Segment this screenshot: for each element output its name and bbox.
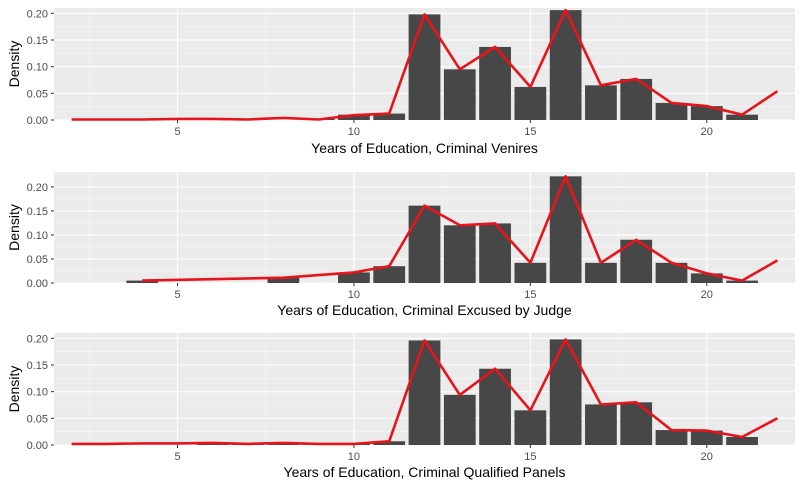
bar-x19 bbox=[655, 102, 688, 120]
x-tick-label: 15 bbox=[524, 126, 536, 138]
x-tick-label: 15 bbox=[524, 451, 536, 463]
y-tick-label: 0.00 bbox=[27, 278, 48, 290]
bar-x20 bbox=[690, 106, 723, 120]
bar-x6 bbox=[196, 443, 229, 445]
bar-x13 bbox=[443, 69, 476, 120]
bar-x15 bbox=[514, 86, 547, 120]
y-tick-label: 0.00 bbox=[27, 440, 48, 452]
x-axis-title: Years of Education, Criminal Excused by … bbox=[277, 302, 572, 318]
x-axis-title: Years of Education, Criminal Venires bbox=[311, 140, 538, 156]
bar-x11 bbox=[373, 266, 406, 283]
x-tick-label: 10 bbox=[348, 126, 360, 138]
y-tick-label: 0.00 bbox=[27, 115, 48, 127]
bar-x21 bbox=[726, 437, 758, 445]
bar-x20 bbox=[690, 273, 723, 283]
bar-x10 bbox=[338, 114, 370, 120]
x-tick-label: 10 bbox=[348, 289, 360, 301]
bar-x17 bbox=[585, 262, 617, 283]
y-tick-label: 0.15 bbox=[27, 35, 48, 47]
y-tick-label: 0.15 bbox=[27, 206, 48, 218]
bar-x8 bbox=[267, 277, 300, 283]
bar-x20 bbox=[690, 430, 723, 445]
x-tick-label: 5 bbox=[174, 451, 180, 463]
x-tick-label: 20 bbox=[701, 451, 713, 463]
bar-x17 bbox=[585, 404, 617, 445]
x-tick-label: 5 bbox=[174, 126, 180, 138]
bar-x12 bbox=[408, 205, 441, 283]
bar-x21 bbox=[726, 114, 758, 120]
x-tick-label: 20 bbox=[701, 289, 713, 301]
bar-x16 bbox=[549, 10, 582, 121]
bar-x19 bbox=[655, 430, 688, 445]
bar-x8 bbox=[267, 443, 300, 445]
density-line bbox=[142, 175, 779, 282]
chart-panel-venires: 0.00 0.05 0.10 0.15 0.20 5 10 15 20 Years of Educ… bbox=[6, 8, 795, 156]
x-axis-title: Years of Education, Criminal Qualified P… bbox=[284, 464, 566, 480]
bar-x10 bbox=[338, 272, 370, 283]
y-tick-label: 0.15 bbox=[27, 360, 48, 372]
y-tick-label: 0.20 bbox=[27, 182, 48, 194]
y-tick-label: 0.05 bbox=[27, 413, 48, 425]
x-tick-label: 15 bbox=[524, 289, 536, 301]
chart-panel-excused-by-judge: 0.00 0.05 0.10 0.15 0.20 5 10 15 20 Years of Educ… bbox=[6, 172, 795, 318]
chart-panel-qualified-panels: 0.00 0.05 0.10 0.15 0.20 5 10 15 20 Years of Educ… bbox=[6, 333, 795, 480]
bar-x13 bbox=[443, 225, 476, 283]
density-line bbox=[71, 338, 779, 446]
y-tick-label: 0.05 bbox=[27, 88, 48, 100]
y-axis-title: Density bbox=[6, 204, 22, 251]
y-axis-title: Density bbox=[6, 41, 22, 88]
y-tick-label: 0.05 bbox=[27, 254, 48, 266]
bar-x15 bbox=[514, 410, 547, 445]
x-tick-label: 20 bbox=[701, 126, 713, 138]
y-axis-title: Density bbox=[6, 366, 22, 413]
y-tick-label: 0.20 bbox=[27, 333, 48, 345]
bar-x19 bbox=[655, 262, 688, 283]
x-tick-label: 10 bbox=[348, 451, 360, 463]
bar-x16 bbox=[549, 176, 582, 283]
bar-x13 bbox=[443, 394, 476, 445]
bar-x14 bbox=[479, 223, 511, 283]
bar-x11 bbox=[373, 113, 406, 120]
y-tick-label: 0.10 bbox=[27, 230, 48, 242]
bar-x18 bbox=[620, 402, 653, 445]
y-tick-label: 0.10 bbox=[27, 387, 48, 399]
bar-x17 bbox=[585, 85, 617, 120]
bar-x15 bbox=[514, 262, 547, 283]
bar-x16 bbox=[549, 339, 582, 445]
bar-x11 bbox=[373, 441, 406, 445]
density-line bbox=[71, 8, 779, 121]
y-tick-label: 0.10 bbox=[27, 62, 48, 74]
bar-x4 bbox=[126, 280, 159, 283]
y-tick-label: 0.20 bbox=[27, 8, 48, 20]
x-tick-label: 5 bbox=[174, 289, 180, 301]
